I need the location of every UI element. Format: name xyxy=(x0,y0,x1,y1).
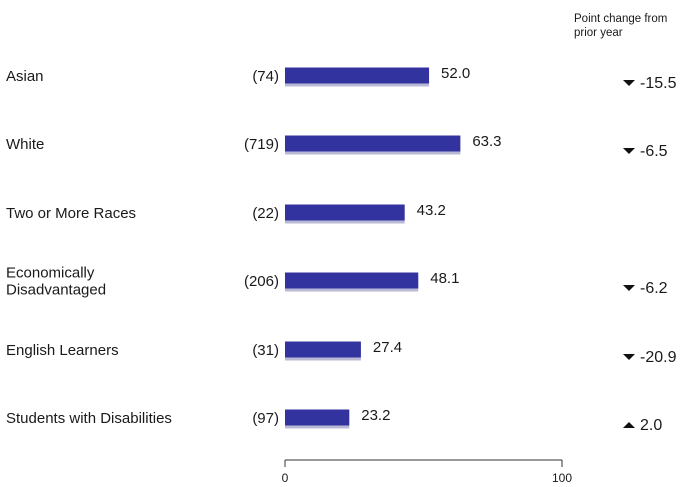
x-tick-label: 0 xyxy=(282,471,289,485)
category-label: English Learners xyxy=(6,342,119,359)
category-label: Students with Disabilities xyxy=(6,410,172,427)
change-value: -15.5 xyxy=(640,75,677,92)
chart-rows: Asian (74) 52.0 -15.5 White (719) 63.3 -6.5 Two … xyxy=(6,65,677,434)
count-label: (206) xyxy=(244,273,279,290)
category-label: Asian xyxy=(6,68,44,85)
bar xyxy=(285,204,405,221)
chart-row: Two or More Races (22) 43.2 xyxy=(6,202,446,224)
chart-row: English Learners (31) 27.4 -20.9 xyxy=(6,339,677,366)
change-value: -20.9 xyxy=(640,349,677,366)
category-label-line: Disadvantaged xyxy=(6,282,106,299)
change-value: 2.0 xyxy=(640,417,662,434)
down-arrow-icon xyxy=(623,354,635,360)
chart-row: White (719) 63.3 -6.5 xyxy=(6,133,668,160)
down-arrow-icon xyxy=(623,80,635,86)
category-label: Two or More Races xyxy=(6,205,136,222)
bar xyxy=(285,409,350,426)
chart-row: Economically Disadvantaged (206) 48.1 -6.2 xyxy=(6,265,668,299)
value-label: 52.0 xyxy=(441,65,470,82)
value-label: 27.4 xyxy=(373,339,402,356)
count-label: (31) xyxy=(252,342,279,359)
value-label: 23.2 xyxy=(361,407,390,424)
value-label: 48.1 xyxy=(430,270,459,287)
down-arrow-icon xyxy=(623,285,635,291)
value-label: 43.2 xyxy=(417,202,446,219)
count-label: (97) xyxy=(252,410,279,427)
chart-row: Asian (74) 52.0 -15.5 xyxy=(6,65,677,92)
category-label-line: English Learners xyxy=(6,342,119,359)
count-label: (74) xyxy=(252,68,279,85)
count-label: (719) xyxy=(244,136,279,153)
count-label: (22) xyxy=(252,205,279,222)
bar xyxy=(285,135,461,152)
category-label-line: White xyxy=(6,136,44,153)
change-header-line: prior year xyxy=(574,27,623,39)
category-label-line: Two or More Races xyxy=(6,205,136,222)
category-label-line: Economically xyxy=(6,265,95,282)
category-label-line: Asian xyxy=(6,68,44,85)
bar xyxy=(285,67,430,84)
bar xyxy=(285,272,419,289)
chart-row: Students with Disabilities (97) 23.2 2.0 xyxy=(6,407,662,434)
bar xyxy=(285,341,361,358)
change-header: Point change from prior year xyxy=(574,13,667,39)
change-value: -6.5 xyxy=(640,143,668,160)
up-arrow-icon xyxy=(623,422,635,428)
category-label-line: Students with Disabilities xyxy=(6,410,172,427)
category-label: Economically Disadvantaged xyxy=(6,265,106,299)
down-arrow-icon xyxy=(623,148,635,154)
value-label: 63.3 xyxy=(472,133,501,150)
category-label: White xyxy=(6,136,44,153)
change-header-line: Point change from xyxy=(574,13,667,25)
change-value: -6.2 xyxy=(640,280,668,297)
x-tick-label: 100 xyxy=(552,471,572,485)
x-axis: 0 100 xyxy=(282,459,572,485)
